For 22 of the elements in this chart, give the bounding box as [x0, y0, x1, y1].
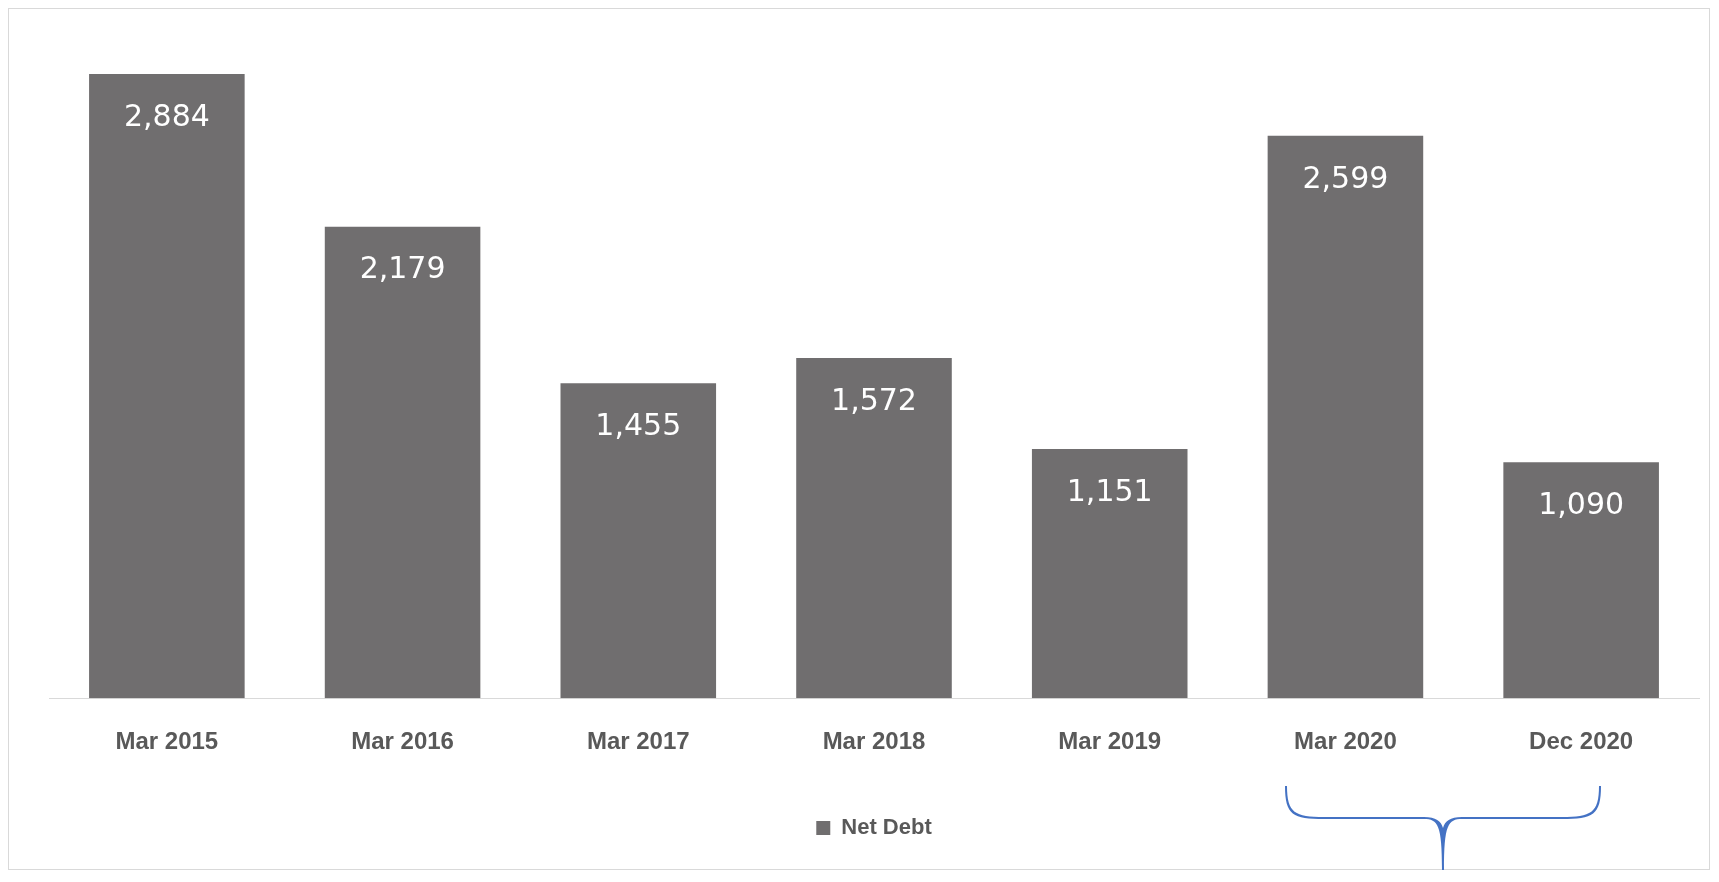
bar	[324, 226, 481, 699]
x-tick-label: Mar 2018	[822, 727, 926, 755]
x-tick-label: Mar 2017	[586, 727, 690, 755]
bar	[560, 383, 717, 699]
data-label: 1,151	[1066, 472, 1153, 508]
data-label: 2,179	[359, 250, 446, 286]
x-tick-label: Mar 2020	[1294, 727, 1397, 755]
x-tick-label: Dec 2020	[1529, 727, 1634, 755]
bar	[1031, 449, 1188, 699]
data-label: 2,599	[1302, 159, 1389, 195]
x-tick-label: Mar 2016	[351, 727, 454, 755]
data-label: 2,884	[123, 97, 210, 133]
legend-label: Net Debt	[841, 814, 933, 840]
bar	[796, 358, 952, 699]
data-label: 1,090	[1538, 486, 1625, 522]
x-tick-label: Mar 2019	[1058, 727, 1162, 755]
bar	[89, 74, 245, 699]
data-label: 1,455	[595, 407, 682, 443]
data-label: 1,572	[831, 381, 917, 417]
bar	[1267, 135, 1424, 699]
bar	[1503, 462, 1659, 699]
x-tick-label: Mar 2015	[115, 727, 219, 755]
